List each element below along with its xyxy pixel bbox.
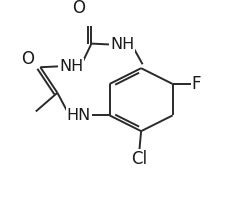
- Text: O: O: [21, 50, 34, 68]
- Text: F: F: [191, 75, 200, 93]
- Text: NH: NH: [59, 59, 83, 74]
- Text: Cl: Cl: [130, 150, 146, 168]
- Text: HN: HN: [67, 108, 91, 123]
- Text: O: O: [72, 0, 85, 17]
- Text: NH: NH: [109, 37, 134, 52]
